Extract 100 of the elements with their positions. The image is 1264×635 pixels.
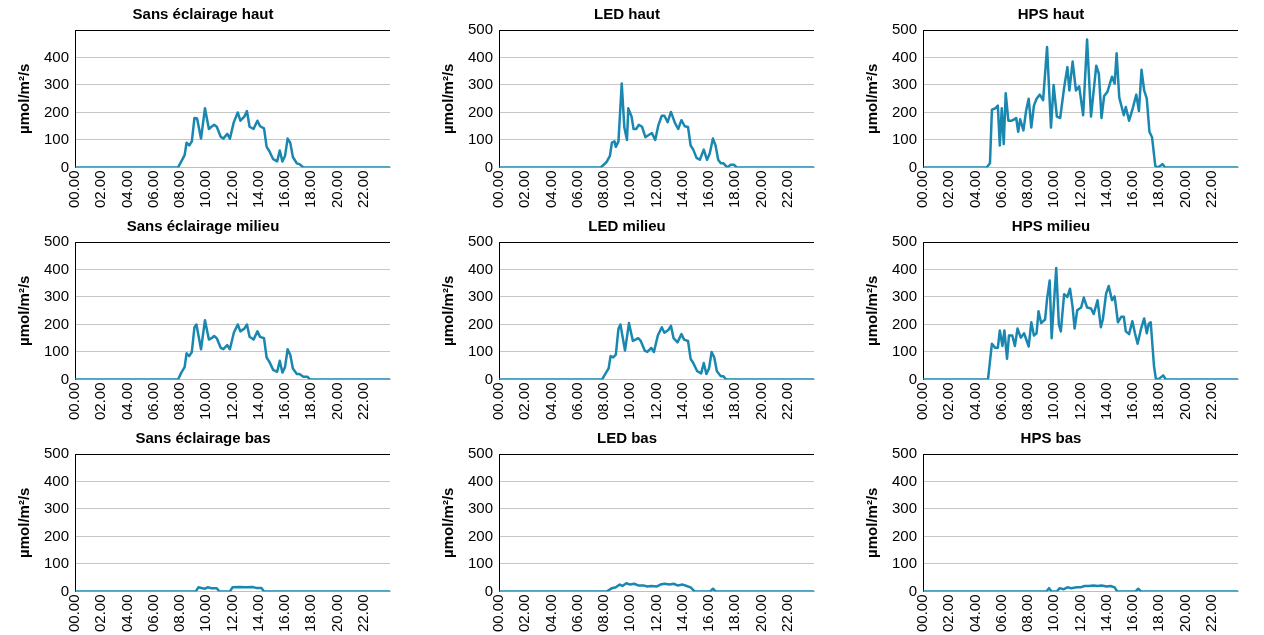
x-tick-label: 22.00 [353,382,371,421]
chart-title: LED bas [596,429,658,447]
x-tick-label: 14.00 [672,594,690,633]
x-tick-label: 06.00 [991,594,1009,633]
y-axis-title: µmol/m²/s [439,63,457,134]
y-axis-title: µmol/m²/s [439,275,457,346]
y-tick-label: 500 [892,20,918,38]
y-tick-label: 400 [892,259,918,277]
x-tick-label: 04.00 [117,170,135,209]
y-tick-label: 0 [60,157,70,175]
x-tick-label: 14.00 [1096,594,1114,633]
y-tick-label: 100 [892,342,918,360]
x-tick-label: 02.00 [515,594,533,633]
y-axis-title: µmol/m²/s [863,487,881,558]
x-tick-label: 10.00 [1044,594,1062,633]
y-tick-label: 400 [468,47,494,65]
x-tick-label: 02.00 [91,382,109,421]
x-tick-label: 04.00 [117,594,135,633]
x-tick-label: 18.00 [725,382,743,421]
y-tick-label: 400 [892,471,918,489]
y-tick-label: 100 [44,342,70,360]
x-tick-label: 16.00 [699,594,717,633]
chart-title: LED milieu [588,217,666,235]
chart-title: Sans éclairage milieu [126,217,280,235]
x-tick-label: 16.00 [699,170,717,209]
y-tick-label: 400 [468,259,494,277]
y-tick-label: 500 [44,444,70,462]
y-tick-label: 300 [468,75,494,93]
x-tick-label: 20.00 [1175,382,1193,421]
y-tick-label: 100 [468,342,494,360]
y-tick-label: 100 [44,130,70,148]
x-tick-label: 02.00 [515,170,533,209]
x-tick-label: 20.00 [327,594,345,633]
x-tick-label: 10.00 [620,594,638,633]
y-axis-title: µmol/m²/s [15,487,33,558]
x-tick-label: 04.00 [541,594,559,633]
x-tick-label: 04.00 [965,382,983,421]
x-tick-label: 14.00 [1096,170,1114,209]
x-tick-label: 06.00 [991,382,1009,421]
y-tick-label: 0 [60,581,70,599]
y-tick-label: 500 [468,232,494,250]
y-tick-label: 200 [44,314,70,332]
x-tick-label: 14.00 [672,170,690,209]
x-tick-label: 08.00 [1018,382,1036,421]
y-tick-label: 0 [484,581,494,599]
x-tick-label: 16.00 [275,170,293,209]
x-tick-label: 08.00 [170,382,188,421]
chart-title: HPS milieu [1011,217,1091,235]
x-tick-label: 12.00 [1070,170,1088,209]
y-tick-label: 300 [892,499,918,517]
x-tick-label: 18.00 [1149,382,1167,421]
y-tick-label: 400 [44,259,70,277]
x-tick-label: 12.00 [222,594,240,633]
x-tick-label: 12.00 [646,594,664,633]
x-tick-label: 06.00 [991,170,1009,209]
x-tick-label: 20.00 [751,382,769,421]
x-tick-label: 18.00 [301,170,319,209]
y-tick-label: 100 [468,130,494,148]
x-tick-label: 18.00 [1149,594,1167,633]
y-axis-title: µmol/m²/s [15,63,33,134]
x-tick-label: 12.00 [222,170,240,209]
y-tick-label: 0 [908,369,918,387]
y-tick-label: 100 [892,130,918,148]
x-tick-label: 12.00 [1070,594,1088,633]
x-tick-label: 18.00 [725,170,743,209]
y-tick-label: 100 [892,554,918,572]
x-tick-label: 16.00 [1123,170,1141,209]
y-tick-label: 200 [892,526,918,544]
y-tick-label: 500 [468,444,494,462]
y-tick-label: 500 [892,444,918,462]
y-tick-label: 300 [892,75,918,93]
y-tick-label: 300 [468,287,494,305]
x-tick-label: 14.00 [248,594,266,633]
x-tick-label: 18.00 [301,594,319,633]
x-tick-label: 04.00 [965,594,983,633]
x-tick-label: 10.00 [196,594,214,633]
y-tick-label: 500 [468,20,494,38]
chart-title: LED haut [594,5,660,23]
x-tick-label: 22.00 [1201,170,1219,209]
x-tick-label: 22.00 [777,594,795,633]
x-tick-label: 14.00 [1096,382,1114,421]
chart-title: Sans éclairage bas [135,429,271,447]
x-tick-label: 16.00 [699,382,717,421]
x-tick-label: 02.00 [515,382,533,421]
x-tick-label: 06.00 [567,170,585,209]
y-tick-label: 200 [468,526,494,544]
y-tick-label: 100 [468,554,494,572]
x-tick-label: 14.00 [248,170,266,209]
x-tick-label: 06.00 [567,594,585,633]
x-tick-label: 04.00 [541,382,559,421]
x-tick-label: 08.00 [170,594,188,633]
y-tick-label: 500 [44,232,70,250]
x-tick-label: 12.00 [646,170,664,209]
x-tick-label: 02.00 [939,594,957,633]
x-tick-label: 02.00 [939,382,957,421]
y-tick-label: 400 [468,471,494,489]
x-tick-label: 18.00 [725,594,743,633]
y-tick-label: 200 [468,102,494,120]
x-tick-label: 18.00 [301,382,319,421]
x-tick-label: 22.00 [777,170,795,209]
